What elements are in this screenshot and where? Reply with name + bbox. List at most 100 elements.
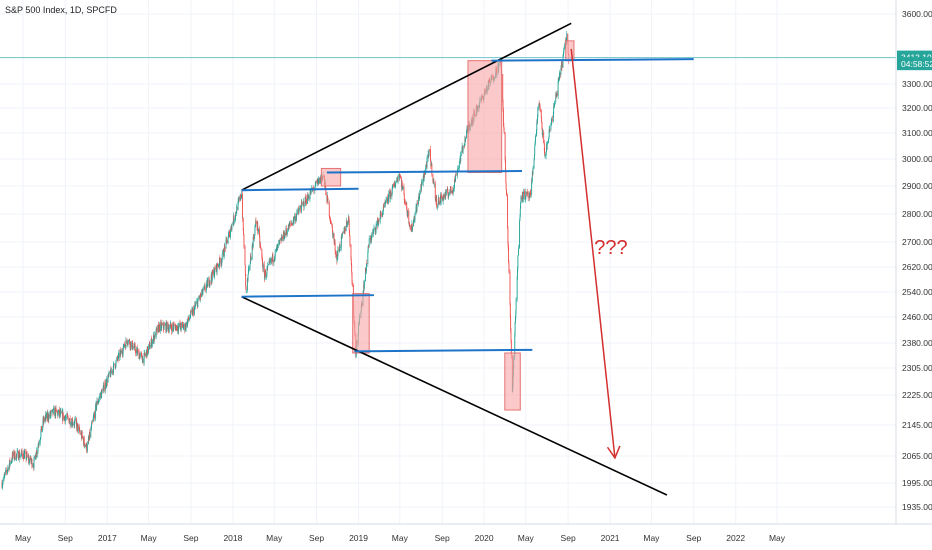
candle-body <box>176 325 177 331</box>
candle-body <box>240 194 241 200</box>
price-tick-label: 2800.00 <box>902 209 932 219</box>
candle-body <box>365 268 367 271</box>
candle-body <box>524 198 526 200</box>
candle-body <box>15 459 17 460</box>
candle-body <box>223 250 225 257</box>
candle-body <box>47 414 49 420</box>
price-axis[interactable]: 1935.00 1995.00 2065.00 2145.00 2225.00 2305.… <box>902 9 932 512</box>
candle-body <box>531 171 533 182</box>
candle-body <box>507 227 509 243</box>
candle-body <box>11 460 13 461</box>
price-tick-label: 3600.00 <box>902 9 932 19</box>
time-tick-label: 2022 <box>726 533 745 543</box>
candle-body <box>25 452 27 460</box>
candle-body <box>148 346 150 354</box>
candle-body <box>346 221 347 227</box>
candle-body <box>2 479 4 483</box>
candle-body <box>396 179 398 183</box>
candle-body <box>507 195 508 228</box>
candle-body <box>113 363 115 365</box>
candle-body <box>462 146 464 151</box>
candle-body <box>149 347 151 349</box>
candle-body <box>561 61 563 68</box>
candle-body <box>261 249 263 257</box>
candle-body <box>367 252 369 264</box>
candle-body <box>425 164 427 169</box>
candle-body <box>180 323 182 328</box>
candle-body <box>510 331 512 341</box>
candle-body <box>92 417 94 423</box>
candle-body <box>93 416 94 418</box>
candle-body <box>344 228 346 232</box>
candle-body <box>113 363 114 373</box>
candle-body <box>415 207 417 214</box>
candle-body <box>541 118 543 122</box>
candle-body <box>213 274 215 277</box>
candle-body <box>37 445 39 449</box>
candle-body <box>509 302 511 318</box>
candle-body <box>434 183 436 200</box>
candle-body <box>540 109 542 119</box>
candle-body <box>450 186 452 190</box>
candle-body <box>327 195 329 198</box>
candle-body <box>351 264 353 273</box>
candle-body <box>50 411 51 416</box>
candle-body <box>223 256 225 257</box>
candle-body <box>101 389 103 391</box>
candle-body <box>555 94 557 97</box>
candle-body <box>250 256 251 264</box>
candle-body <box>201 293 203 297</box>
candle-body <box>145 352 147 356</box>
candle-body <box>242 217 244 230</box>
candle-body <box>522 191 524 199</box>
candle-body <box>134 344 136 351</box>
candle-body <box>307 194 309 198</box>
candle-body <box>448 194 450 197</box>
candle-body <box>399 175 401 177</box>
candle-body <box>220 261 222 265</box>
candle-body <box>144 352 146 355</box>
candle-body <box>66 413 68 416</box>
candle-body <box>166 322 168 332</box>
candle-body <box>327 197 329 204</box>
candle-body <box>337 249 339 256</box>
candle-body <box>74 420 76 425</box>
question-marks-note: ??? <box>594 237 627 259</box>
candle-body <box>204 285 206 290</box>
candle-body <box>105 381 107 387</box>
megaphone-upper-trendline <box>241 22 572 191</box>
candle-body <box>560 68 562 75</box>
candle-body <box>336 253 338 261</box>
candle-body <box>37 448 39 454</box>
candle-body <box>1 484 3 488</box>
candle-body <box>187 320 189 322</box>
candle-body <box>241 194 242 198</box>
candle-body <box>303 201 305 208</box>
candle-body <box>218 266 219 267</box>
candle-body <box>182 323 184 326</box>
candle-body <box>365 263 367 272</box>
candle-body <box>55 407 57 416</box>
candle-body <box>412 226 414 230</box>
time-axis[interactable]: May Sep 2017 May Sep 2018 May Sep 2019 May Sep 2020… <box>15 533 786 543</box>
candle-body <box>8 464 10 470</box>
candle-body <box>563 51 565 55</box>
candle-body <box>132 349 134 350</box>
candle-body <box>386 197 388 202</box>
candle-body <box>150 342 152 348</box>
candle-body <box>543 143 545 152</box>
candle-body <box>329 216 331 218</box>
candle-body <box>382 212 384 217</box>
candle-body <box>40 431 42 438</box>
candle-body <box>280 237 282 241</box>
candle-body <box>382 211 384 213</box>
candle-body <box>363 283 365 295</box>
candle-body <box>295 216 297 221</box>
candle-body <box>263 264 265 273</box>
candle-body <box>284 233 286 236</box>
candle-body <box>209 285 210 286</box>
time-tick-label: May <box>141 533 158 543</box>
candle-body <box>183 323 185 327</box>
candle-body <box>347 223 348 225</box>
